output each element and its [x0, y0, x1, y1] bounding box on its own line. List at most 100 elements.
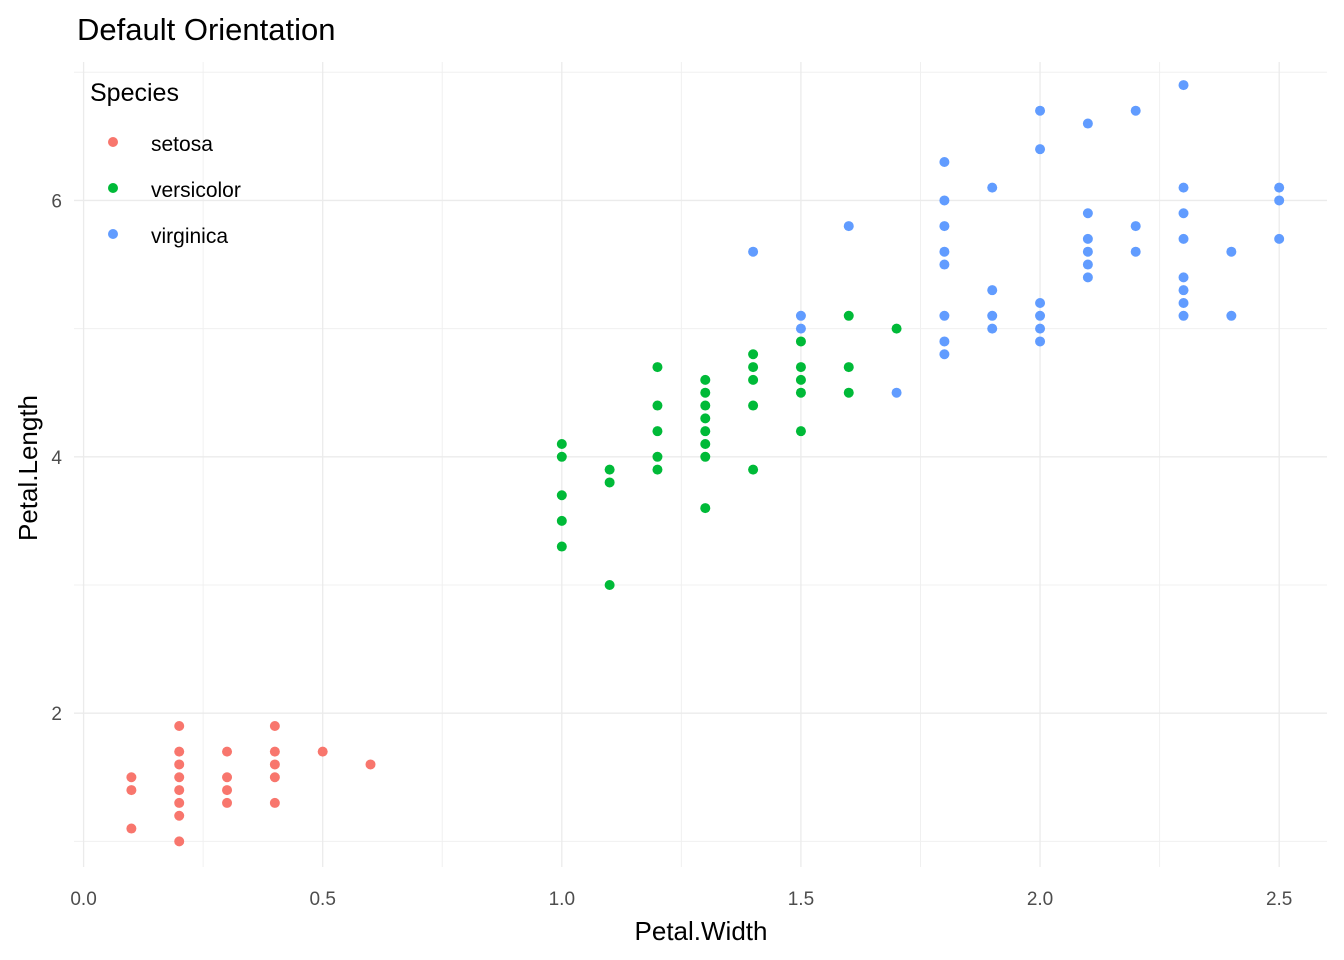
data-point-versicolor — [843, 387, 854, 398]
x-tick-label: 1.0 — [549, 889, 575, 910]
x-axis-title: Petal.Width — [635, 916, 768, 946]
data-point-setosa — [365, 759, 376, 770]
data-point-virginica — [939, 156, 950, 167]
data-point-setosa — [126, 823, 137, 834]
legend-key-virginica — [108, 229, 118, 239]
data-point-virginica — [987, 285, 998, 296]
data-points — [126, 80, 1285, 847]
data-point-versicolor — [700, 503, 711, 514]
data-point-virginica — [1226, 310, 1237, 321]
data-point-setosa — [269, 797, 280, 808]
data-point-setosa — [222, 746, 233, 757]
data-point-versicolor — [748, 400, 759, 411]
data-point-virginica — [1178, 182, 1189, 193]
data-point-virginica — [939, 310, 950, 321]
data-point-versicolor — [652, 400, 663, 411]
data-point-virginica — [1082, 233, 1093, 244]
y-axis-title: Petal.Length — [13, 395, 43, 541]
legend-key-versicolor — [108, 183, 118, 193]
data-point-setosa — [174, 836, 185, 847]
y-tick-label: 2 — [51, 704, 62, 725]
data-point-setosa — [174, 785, 185, 796]
x-tick-label: 2.5 — [1266, 889, 1292, 910]
data-point-setosa — [269, 759, 280, 770]
data-point-versicolor — [700, 438, 711, 449]
data-point-versicolor — [700, 400, 711, 411]
data-point-versicolor — [604, 464, 615, 475]
y-tick-label: 4 — [51, 448, 62, 469]
data-point-virginica — [843, 221, 854, 232]
y-axis-ticks: 2 4 6 — [51, 191, 62, 725]
data-point-virginica — [939, 336, 950, 347]
data-point-versicolor — [556, 515, 567, 526]
legend-label-virginica: virginica — [151, 225, 228, 248]
data-point-virginica — [1035, 336, 1046, 347]
data-point-virginica — [1035, 323, 1046, 334]
data-point-versicolor — [748, 362, 759, 373]
data-point-virginica — [939, 195, 950, 206]
data-point-virginica — [1178, 80, 1189, 91]
data-point-virginica — [987, 310, 998, 321]
data-point-virginica — [1082, 246, 1093, 257]
legend-title: Species — [90, 79, 179, 107]
minor-grid — [74, 62, 1327, 867]
data-point-versicolor — [556, 451, 567, 462]
data-point-virginica — [1178, 297, 1189, 308]
data-point-virginica — [1178, 272, 1189, 283]
data-point-versicolor — [700, 387, 711, 398]
data-point-setosa — [174, 720, 185, 731]
data-point-versicolor — [700, 451, 711, 462]
data-point-setosa — [126, 772, 137, 783]
data-point-virginica — [1082, 208, 1093, 219]
data-point-versicolor — [795, 336, 806, 347]
data-point-setosa — [269, 746, 280, 757]
data-point-virginica — [748, 246, 759, 257]
data-point-virginica — [1274, 233, 1285, 244]
data-point-versicolor — [748, 464, 759, 475]
data-point-virginica — [891, 387, 902, 398]
data-point-setosa — [174, 759, 185, 770]
x-tick-label: 0.0 — [70, 889, 96, 910]
legend-label-versicolor: versicolor — [151, 179, 241, 202]
data-point-versicolor — [556, 438, 567, 449]
legend: Species setosa versicolor virginica — [90, 79, 241, 248]
data-point-versicolor — [652, 464, 663, 475]
data-point-virginica — [1035, 310, 1046, 321]
data-point-virginica — [987, 323, 998, 334]
data-point-versicolor — [795, 387, 806, 398]
data-point-setosa — [269, 772, 280, 783]
data-point-versicolor — [700, 413, 711, 424]
data-point-setosa — [222, 772, 233, 783]
data-point-virginica — [1178, 310, 1189, 321]
data-point-setosa — [222, 785, 233, 796]
data-point-virginica — [1274, 195, 1285, 206]
data-point-virginica — [939, 246, 950, 257]
data-point-virginica — [1130, 246, 1141, 257]
chart-title: Default Orientation — [77, 12, 335, 47]
data-point-versicolor — [556, 490, 567, 501]
data-point-versicolor — [652, 426, 663, 437]
data-point-virginica — [1035, 105, 1046, 116]
data-point-versicolor — [795, 362, 806, 373]
data-point-virginica — [795, 310, 806, 321]
data-point-virginica — [1035, 297, 1046, 308]
data-point-virginica — [1082, 118, 1093, 129]
x-axis-ticks: 0.0 0.5 1.0 1.5 2.0 2.5 — [70, 889, 1292, 910]
data-point-virginica — [1178, 233, 1189, 244]
data-point-versicolor — [556, 541, 567, 552]
data-point-virginica — [1082, 259, 1093, 270]
data-point-virginica — [1178, 285, 1189, 296]
data-point-setosa — [174, 746, 185, 757]
data-point-virginica — [939, 349, 950, 360]
data-point-virginica — [939, 259, 950, 270]
y-tick-label: 6 — [51, 191, 62, 212]
data-point-versicolor — [700, 374, 711, 385]
data-point-versicolor — [652, 451, 663, 462]
data-point-setosa — [317, 746, 328, 757]
data-point-versicolor — [843, 362, 854, 373]
data-point-virginica — [795, 323, 806, 334]
data-point-versicolor — [604, 579, 615, 590]
data-point-virginica — [1035, 144, 1046, 155]
x-tick-label: 0.5 — [309, 889, 335, 910]
data-point-versicolor — [891, 323, 902, 334]
